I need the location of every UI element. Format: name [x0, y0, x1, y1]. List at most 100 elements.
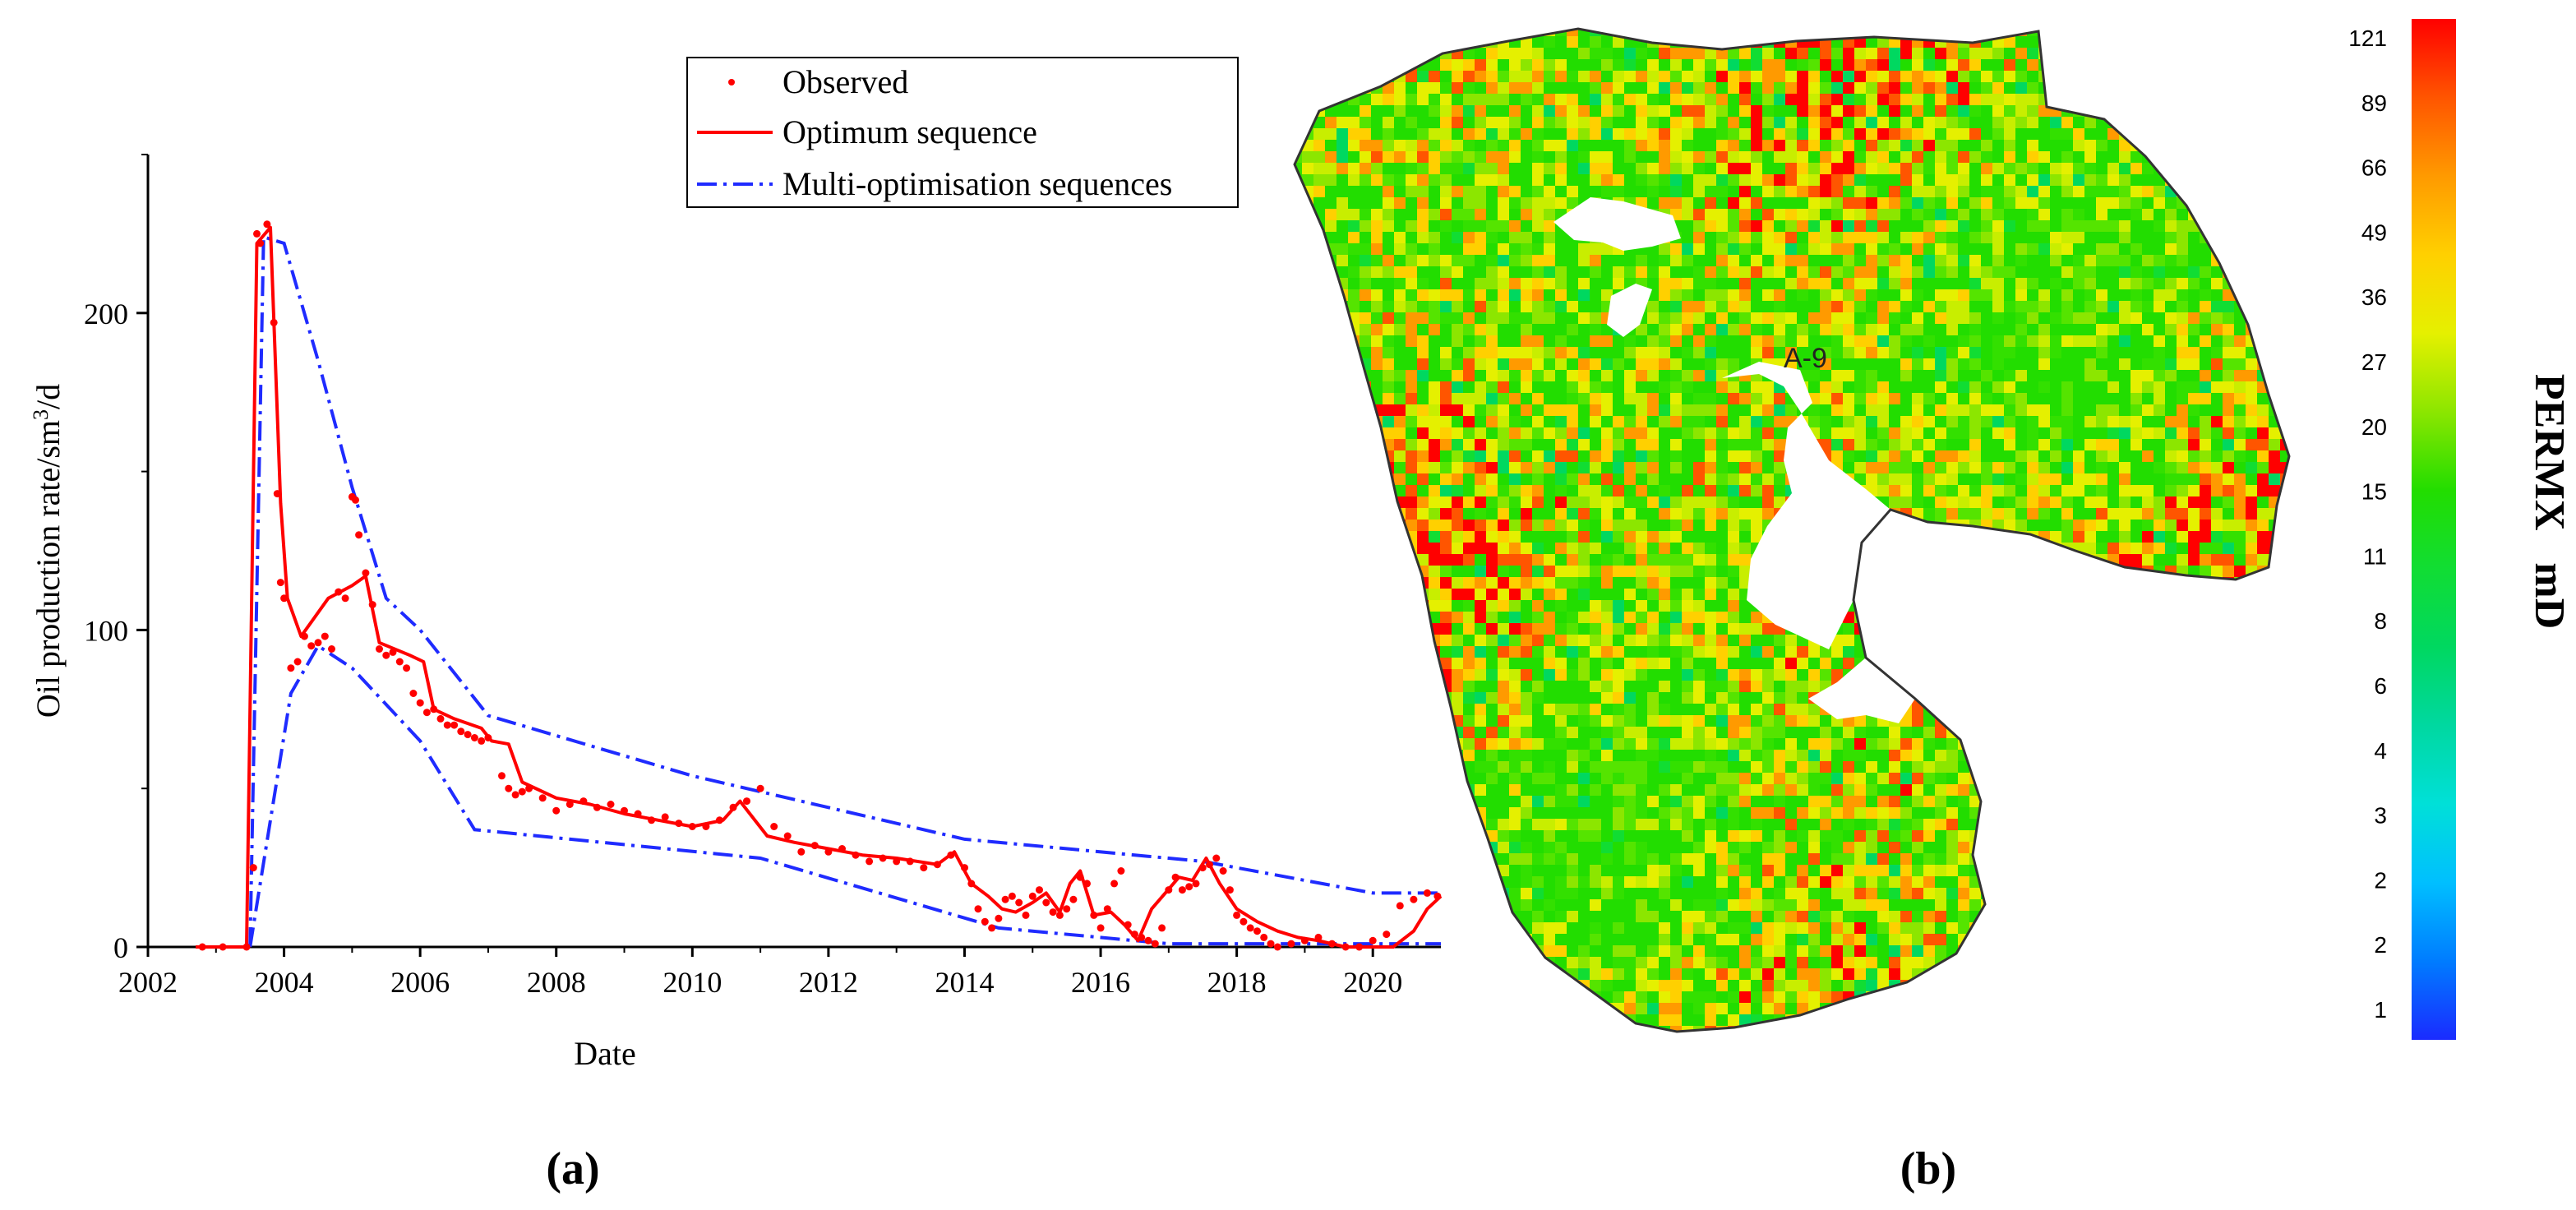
permx-cell	[1797, 71, 1808, 82]
permx-cell	[1590, 105, 1601, 117]
permx-cell	[1475, 646, 1486, 658]
permx-cell	[1659, 600, 1670, 612]
permx-cell	[1624, 48, 1636, 59]
permx-cell	[1969, 151, 1981, 163]
permx-cell	[1567, 29, 1578, 36]
permx-cell	[1440, 209, 1452, 220]
permx-cell	[2131, 450, 2142, 462]
permx-cell	[1946, 82, 1958, 94]
permx-cell	[1613, 255, 1624, 266]
permx-cell	[1336, 209, 1348, 220]
permx-cell	[1360, 255, 1371, 266]
permx-cell	[1463, 105, 1475, 117]
permx-cell	[1981, 117, 1992, 128]
permx-cell	[1808, 220, 1820, 232]
permx-cell	[1601, 151, 1613, 163]
permx-cell	[2119, 347, 2131, 358]
permx-cell	[1716, 140, 1728, 151]
permx-cell	[1613, 128, 1624, 140]
permx-cell	[1716, 324, 1728, 335]
permx-cell	[1463, 94, 1475, 105]
permx-cell	[1486, 381, 1498, 393]
permx-cell	[1452, 197, 1463, 209]
permx-cell	[1923, 186, 1935, 197]
permx-cell	[1843, 59, 1854, 71]
permx-cell	[2177, 347, 2188, 358]
permx-cell	[1647, 128, 1659, 140]
permx-cell	[1659, 48, 1670, 59]
permx-cell	[1463, 508, 1475, 520]
permx-cell	[1601, 266, 1613, 278]
permx-cell	[1682, 416, 1693, 427]
permx-cell	[1509, 543, 1521, 554]
permx-cell	[2154, 186, 2165, 197]
permx-cell	[1590, 450, 1601, 462]
permx-cell	[1394, 163, 1406, 174]
permx-cell	[1843, 243, 1854, 255]
permx-cell	[1567, 496, 1578, 508]
permx-cell	[1912, 255, 1923, 266]
permx-cell	[1682, 427, 1693, 439]
permx-cell	[1417, 82, 1429, 94]
permx-cell	[1555, 450, 1567, 462]
permx-cell	[2246, 508, 2257, 520]
permx-cell	[1578, 381, 1590, 393]
observed-point	[920, 864, 928, 872]
permx-cell	[1647, 312, 1659, 324]
observed-point	[263, 220, 271, 229]
permx-cell	[1555, 59, 1567, 71]
permx-cell	[1705, 485, 1716, 496]
permx-cell	[1762, 243, 1774, 255]
permx-cell	[1429, 128, 1440, 140]
permx-cell	[2131, 404, 2142, 416]
permx-cell	[1567, 48, 1578, 59]
permx-cell	[1544, 36, 1555, 48]
permx-cell	[1463, 589, 1475, 600]
permx-cell	[1774, 186, 1785, 197]
permx-cell	[1394, 128, 1406, 140]
permx-cell	[1981, 243, 1992, 255]
permx-cell	[2038, 324, 2050, 335]
permx-cell	[2246, 543, 2257, 554]
permx-cell	[1716, 416, 1728, 427]
permx-cell	[1521, 381, 1532, 393]
permx-cell	[2211, 335, 2223, 347]
permx-cell	[1624, 266, 1636, 278]
permx-cell	[1728, 335, 1739, 347]
permx-cell	[2107, 312, 2119, 324]
permx-cell	[1693, 370, 1705, 381]
permx-cell	[1866, 358, 1877, 370]
permx-cell	[1820, 358, 1831, 370]
permx-cell	[1544, 623, 1555, 635]
permx-cell	[1762, 335, 1774, 347]
permx-cell	[2015, 416, 2027, 427]
permx-cell	[1969, 220, 1981, 232]
permx-cell	[1636, 140, 1647, 151]
permx-cell	[1486, 416, 1498, 427]
permx-cell	[1981, 151, 1992, 163]
permx-cell	[1808, 82, 1820, 94]
permx-cell	[1935, 117, 1946, 128]
permx-cell	[1670, 589, 1682, 600]
permx-cell	[1693, 450, 1705, 462]
permx-cell	[1521, 635, 1532, 646]
permx-cell	[1808, 416, 1820, 427]
permx-cell	[2246, 370, 2257, 381]
permx-cell	[1613, 646, 1624, 658]
permx-cell	[1900, 243, 1912, 255]
permx-cell	[2223, 370, 2234, 381]
permx-cell	[1693, 381, 1705, 393]
permx-cell	[1659, 163, 1670, 174]
permx-cell	[1555, 335, 1567, 347]
permx-cell	[1486, 589, 1498, 600]
permx-cell	[1544, 48, 1555, 59]
permx-cell	[1452, 427, 1463, 439]
permx-cell	[1348, 232, 1360, 243]
observed-point	[1103, 905, 1111, 913]
permx-cell	[1889, 128, 1900, 140]
permx-cell	[2177, 255, 2188, 266]
permx-cell	[1452, 577, 1463, 589]
permx-cell	[1394, 209, 1406, 220]
permx-cell	[2027, 473, 2038, 485]
permx-cell	[1440, 128, 1452, 140]
